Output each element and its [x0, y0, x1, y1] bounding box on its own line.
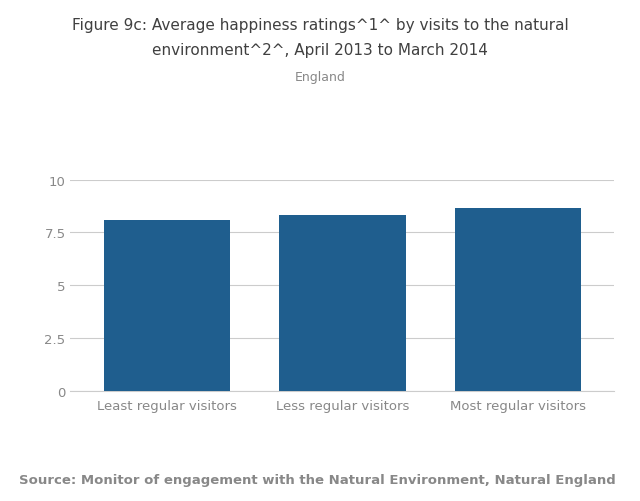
Bar	[104, 220, 230, 391]
Text: England: England	[294, 71, 346, 84]
Bar	[279, 215, 406, 391]
Text: Source: Monitor of engagement with the Natural Environment, Natural England: Source: Monitor of engagement with the N…	[19, 473, 616, 486]
Bar	[454, 209, 581, 391]
Text: Figure 9c: Average happiness ratings^1^ by visits to the natural: Figure 9c: Average happiness ratings^1^ …	[72, 18, 568, 33]
Text: environment^2^, April 2013 to March 2014: environment^2^, April 2013 to March 2014	[152, 43, 488, 58]
